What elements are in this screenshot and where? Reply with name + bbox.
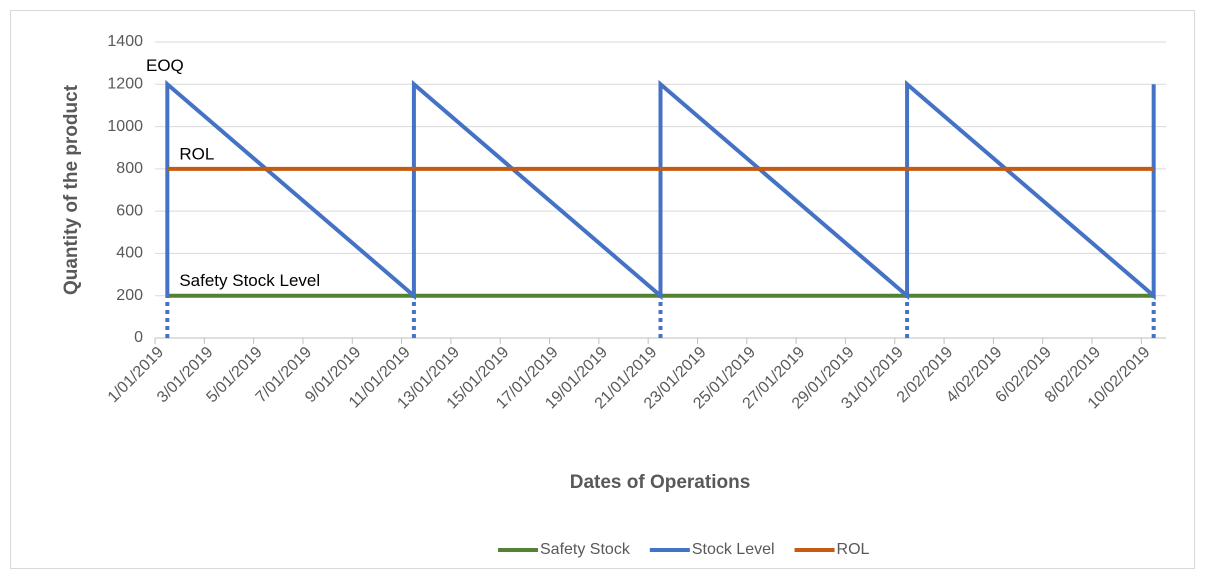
legend-label: Stock Level bbox=[692, 541, 775, 558]
y-tick-label: 600 bbox=[116, 202, 143, 219]
y-tick-label: 1200 bbox=[107, 76, 143, 93]
y-tick-label: 0 bbox=[134, 329, 143, 346]
legend-label: ROL bbox=[837, 541, 870, 558]
annotation: Safety Stock Level bbox=[179, 271, 320, 290]
y-tick-label: 400 bbox=[116, 245, 143, 262]
legend-label: Safety Stock bbox=[540, 541, 631, 558]
y-tick-label: 1000 bbox=[107, 118, 143, 135]
annotation: ROL bbox=[179, 144, 214, 163]
y-tick-label: 1400 bbox=[107, 33, 143, 50]
x-axis-title: Dates of Operations bbox=[570, 472, 751, 493]
y-tick-label: 200 bbox=[116, 287, 143, 304]
chart-border bbox=[10, 10, 1195, 569]
series-line bbox=[165, 79, 1156, 301]
annotation: EOQ bbox=[146, 56, 184, 75]
y-tick-label: 800 bbox=[116, 160, 143, 177]
y-axis-title: Quantity of the product bbox=[61, 84, 82, 295]
